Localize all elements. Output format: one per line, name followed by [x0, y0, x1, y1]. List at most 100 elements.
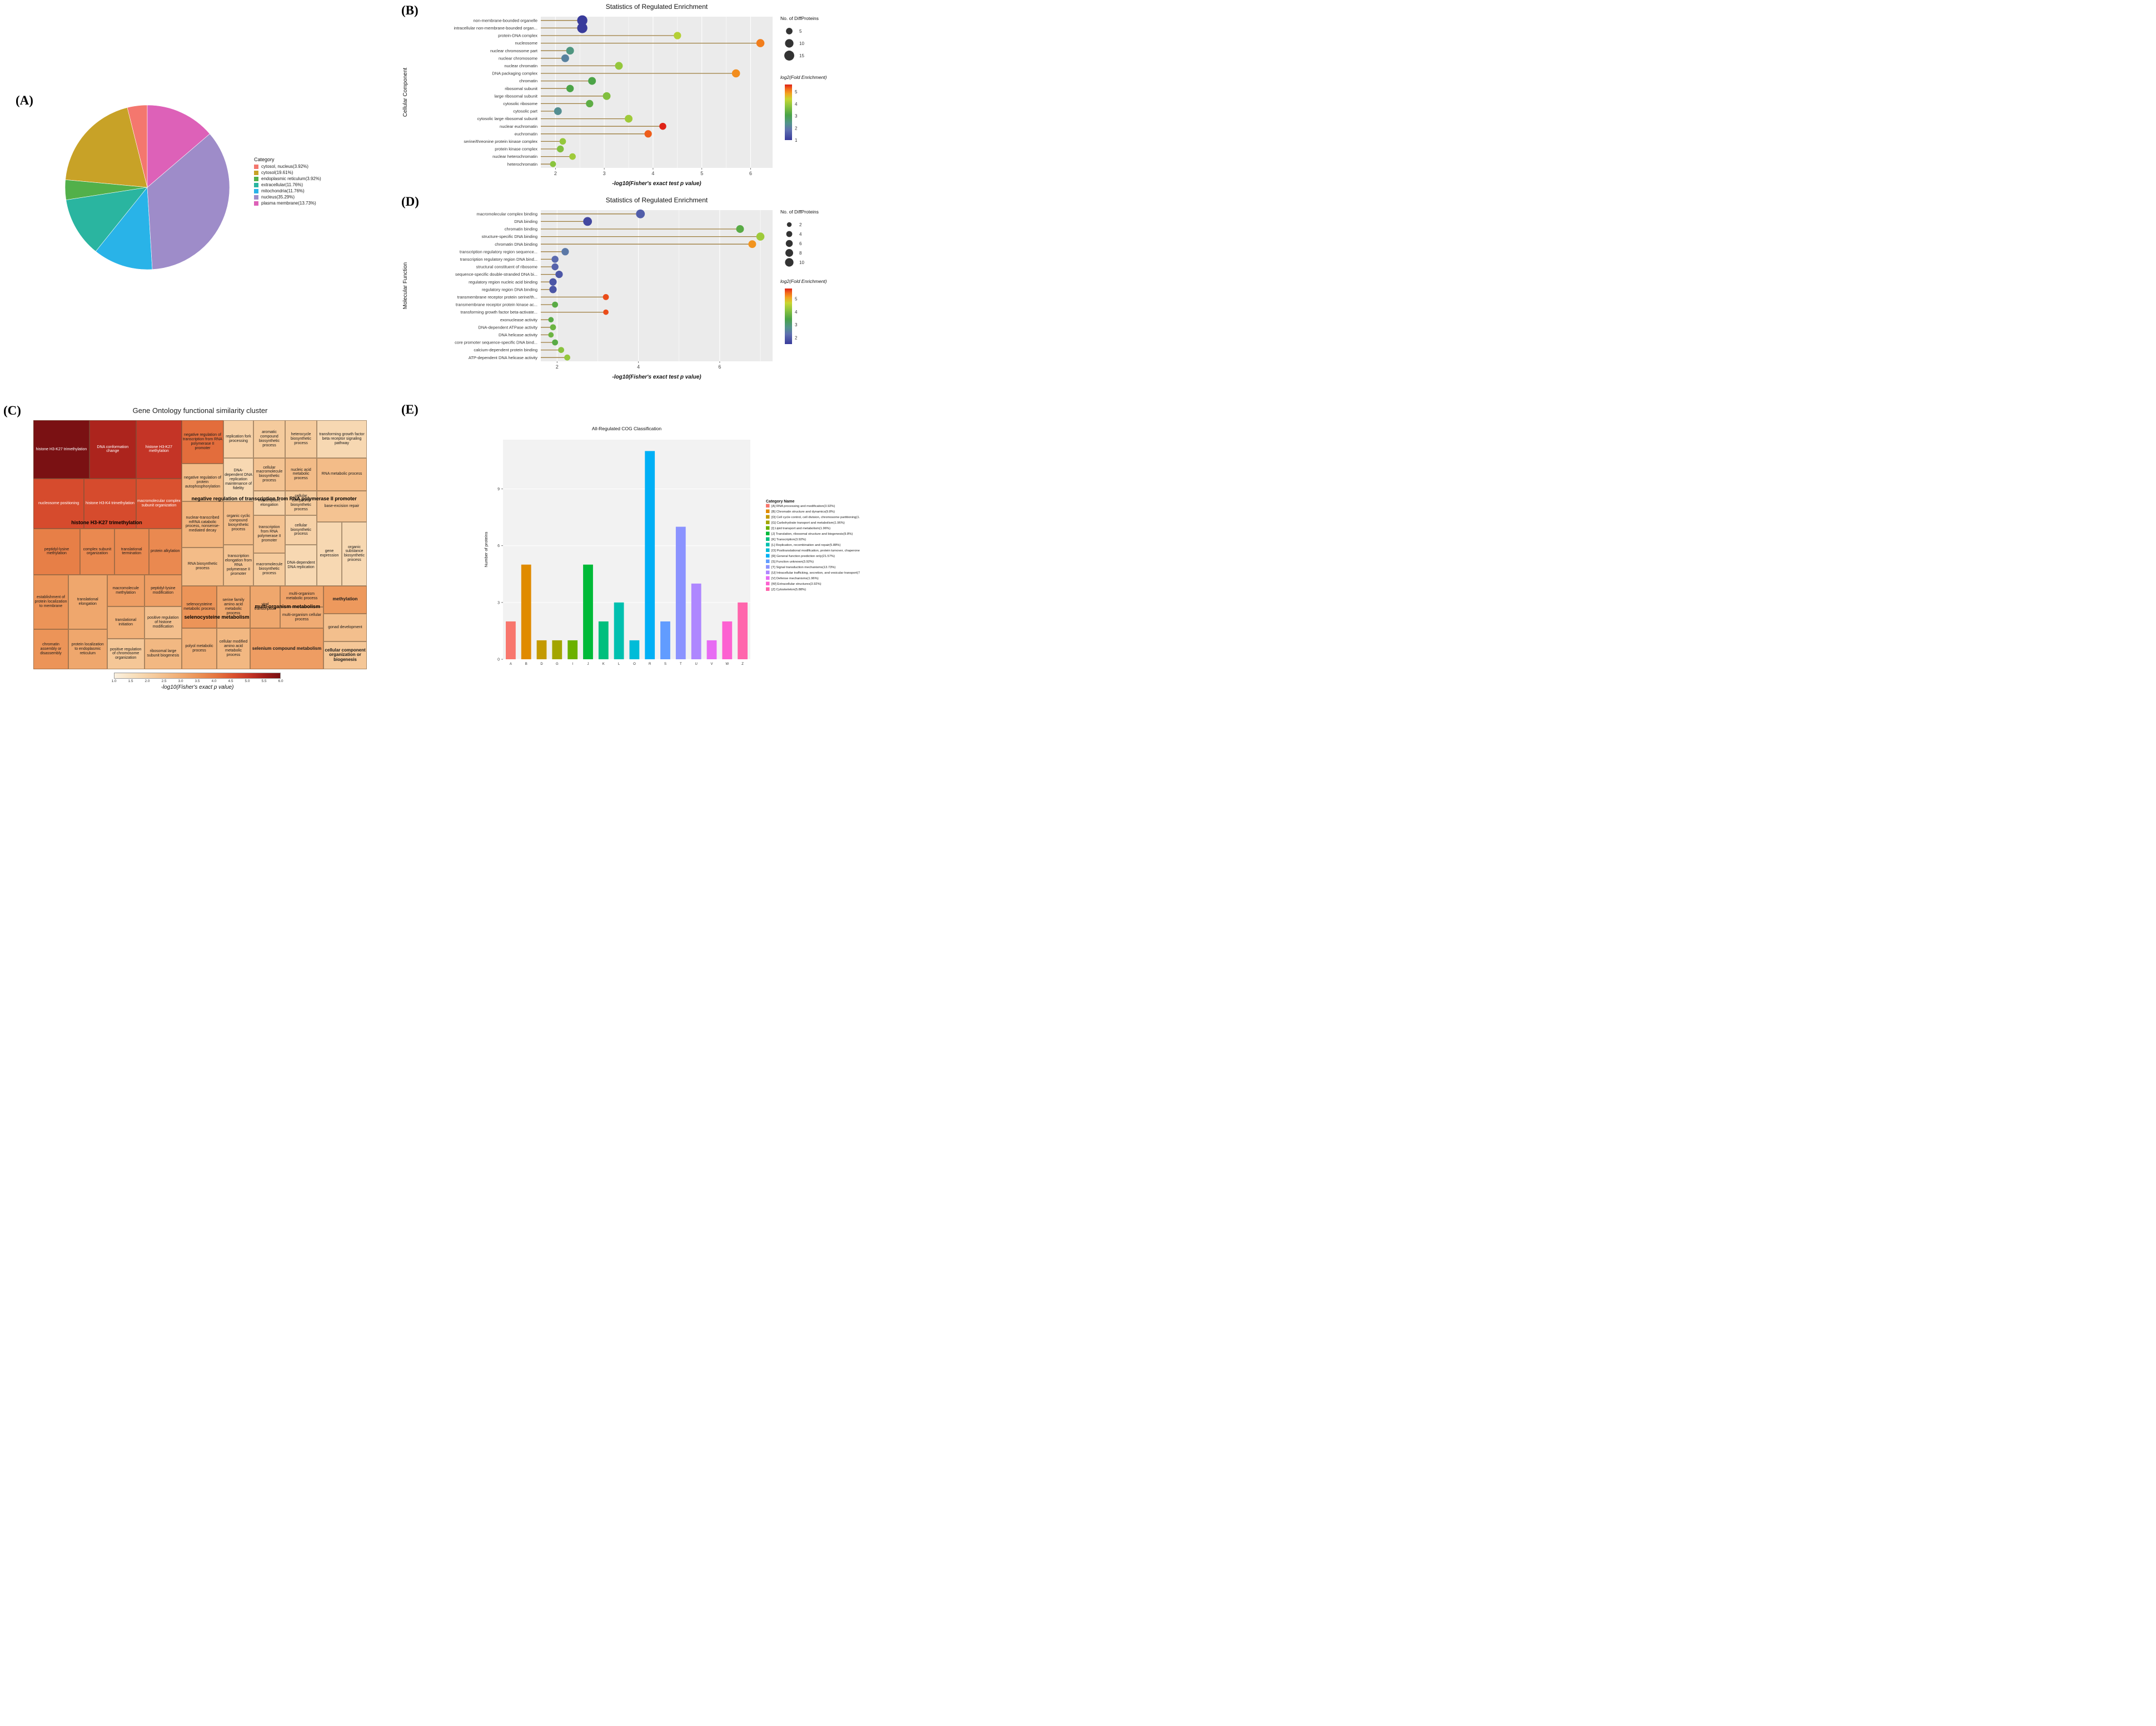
colorbar-tick-label: 6.0 — [278, 679, 283, 683]
figure: (A) (B) (C) (D) (E) Category cytosol, nu… — [0, 0, 862, 692]
treemap-cell: nucleosome positioning — [33, 478, 84, 529]
treemap-cell-label: cellular compound biosynthetic process — [291, 494, 311, 511]
colorbar-tick-label: 4 — [795, 102, 798, 107]
cellular-component-enrichment-svg: 2 3 4 5 6 non-membrane-bounded organelle intra… — [402, 3, 827, 187]
y-category-label: nuclear chromatin — [504, 63, 537, 68]
treemap-cell: negative regulation of transcription fro… — [182, 420, 223, 464]
y-category-label: regulatory region DNA binding — [482, 287, 537, 292]
bubble-point — [603, 294, 609, 300]
bubble-point — [558, 347, 564, 353]
y-category-label: transcription regulatory region DNA bind… — [460, 257, 537, 262]
bubble-point — [552, 339, 559, 346]
treemap-cell-label: macromolecular complex subunit organizat… — [137, 499, 181, 508]
treemap-cell: transforming growth factor beta receptor… — [317, 420, 367, 458]
legend-swatch — [254, 176, 258, 181]
y-category-label: chromatin binding — [505, 227, 537, 232]
x-tick-label: T — [680, 663, 682, 666]
treemap-cell: histone H3-K27 trimethylation — [33, 420, 89, 479]
treemap-cell-label: histone H3-K4 trimethylation — [86, 501, 135, 505]
treemap-cell: selenium compound metabolism — [250, 628, 323, 669]
bar — [675, 526, 686, 659]
size-legend-title: No. of DiffProteins — [780, 209, 819, 215]
bubble-point — [577, 23, 587, 33]
legend-swatch — [254, 201, 258, 206]
panel-c-label: (C) — [3, 404, 21, 417]
bubble-point — [756, 232, 765, 241]
x-tick-label: G — [556, 663, 559, 666]
legend-swatch — [766, 531, 770, 535]
treemap-cell-label: cellular biosynthetic process — [291, 523, 311, 536]
treemap-cell: cellular modified amino acid metabolic p… — [217, 628, 250, 669]
legend-swatch — [766, 520, 770, 524]
treemap-cell-label: peptidyl-lysine methylation — [44, 547, 69, 556]
treemap-cell-label: nucleosome positioning — [38, 501, 79, 505]
y-category-label: transmembrane receptor protein kinase ac… — [456, 302, 537, 307]
treemap-cell: cellular macromolecule biosynthetic proc… — [253, 457, 285, 491]
legend-label: [S] Function unknown(3.92%) — [771, 560, 814, 564]
bar — [567, 640, 578, 659]
y-axis-label: Molecular Function — [402, 262, 409, 309]
treemap-cell-label: RNA metabolic process — [321, 472, 362, 476]
x-tick-label: 2 — [556, 364, 559, 370]
y-category-label: chromatin — [519, 78, 537, 83]
y-category-label: nuclear heterochromatin — [492, 154, 537, 159]
treemap-cell-label: multi-organism cellular process — [282, 613, 322, 622]
treemap-cell-label: macromolecule biosynthetic process — [256, 563, 283, 576]
treemap-cell: macromolecule methylation — [107, 575, 145, 606]
bubble-point — [559, 138, 566, 145]
bubble-point — [548, 317, 554, 323]
bar — [536, 640, 547, 659]
treemap-cell: cellular compound biosynthetic process — [285, 490, 317, 515]
treemap-cell-label: base-excision repair — [324, 504, 360, 508]
size-legend-circle — [786, 231, 793, 237]
treemap-cell: positive regulation of chromosome organi… — [107, 638, 145, 669]
legend-item: cytosol, nucleus(3.92%) — [254, 164, 321, 169]
treemap-cell: multi-organism cellular process — [280, 607, 323, 629]
treemap-cell-label: translational elongation — [77, 598, 98, 606]
legend-swatch — [254, 164, 258, 169]
legend-label: [O] Posttranslational modification, prot… — [771, 549, 860, 553]
treemap-cell-label: peptidyl-lysine modification — [151, 586, 176, 595]
x-tick-label: K — [603, 663, 605, 666]
bubble-point — [756, 39, 765, 47]
legend-label: [L] Replication, recombination and repai… — [771, 544, 840, 547]
y-category-label: cytosolic ribosome — [503, 101, 537, 106]
treemap-cell-label: chromatin assembly or disassembly — [40, 643, 62, 655]
bar — [629, 640, 640, 659]
y-axis-label: Cellular Component — [402, 68, 409, 117]
bar — [738, 602, 748, 659]
legend-item: nucleus(35.29%) — [254, 195, 321, 200]
treemap-cell: RNA biosynthetic process — [182, 547, 223, 586]
treemap-cell-label: serine family amino acid metabolic proce… — [222, 598, 245, 615]
bar — [722, 621, 733, 659]
treemap-cell: transcription elongation from RNA polyme… — [223, 545, 253, 586]
cog-svg: 0 3 6 9 A B D G I J K L O R S T U V W Z All-Regulated COG Cl… — [484, 426, 862, 666]
bubble-point — [615, 62, 623, 70]
treemap-cell: macromolecular complex subunit organizat… — [136, 478, 182, 529]
bubble-point — [583, 217, 592, 226]
legend-item: extracellular(11.76%) — [254, 182, 321, 187]
x-tick-label: I — [572, 663, 573, 666]
size-legend-value: 10 — [799, 41, 804, 46]
treemap-cell-label: gonad development — [328, 625, 362, 629]
treemap-cell-label: organic cyclic compound biosynthetic pro… — [226, 514, 250, 531]
size-legend-title: No. of DiffProteins — [780, 16, 819, 21]
bubble-point — [556, 145, 564, 153]
bubble-point — [603, 309, 609, 315]
treemap-cell: peptidyl-lysine methylation — [33, 528, 80, 575]
treemap-cell-label: DNA-dependent DNA replication — [287, 561, 315, 569]
x-tick-label: J — [587, 663, 589, 666]
bubble-point — [555, 270, 563, 278]
y-axis-label: Number of proteins — [484, 531, 489, 567]
treemap-cell: negative regulation of protein autophosp… — [182, 463, 223, 502]
treemap-cell-label: cellular macromolecule biosynthetic proc… — [256, 465, 283, 483]
x-tick-label: O — [633, 663, 636, 666]
treemap-cell-label: polyol metabolic process — [185, 644, 213, 653]
pie-slice — [95, 187, 153, 270]
treemap-cell: selenocysteine metabolic process — [182, 585, 217, 629]
colorbar-tick-label: 4.0 — [211, 679, 217, 683]
size-legend-value: 2 — [799, 222, 802, 227]
colorbar-tick-label: 2 — [795, 126, 798, 131]
x-tick-label: U — [695, 663, 697, 666]
legend-label: extracellular(11.76%) — [261, 182, 303, 187]
